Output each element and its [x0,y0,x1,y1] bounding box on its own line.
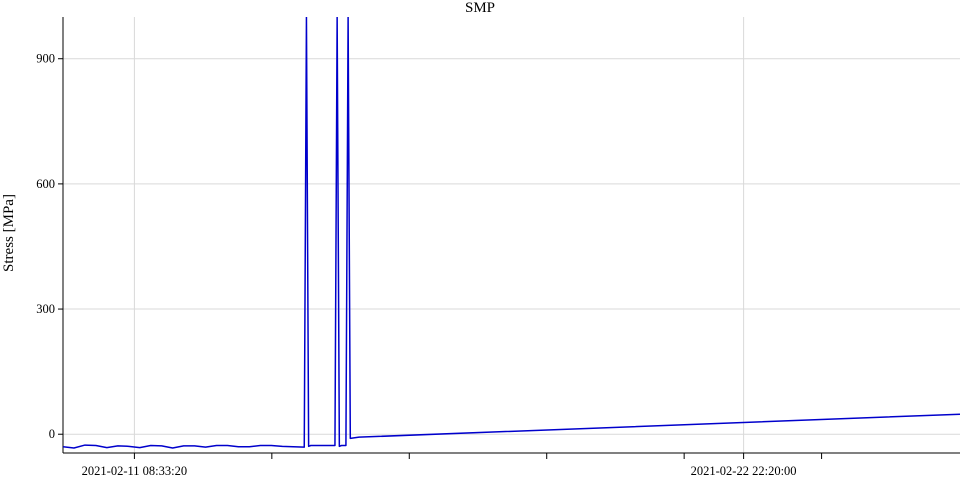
tick-labels: 0 300 600 900 2021-02-11 08:33:20 2021-02-22 … [36,52,796,478]
grid-lines [63,17,960,453]
chart-title: SMP [465,0,495,16]
y-tick-label: 900 [36,52,55,66]
series-line-0 [63,17,960,449]
y-tick-label: 600 [36,177,55,191]
y-axis-label: Stress [MPa] [1,194,17,272]
y-tick-label: 0 [49,427,55,441]
y-tick-label: 300 [36,302,55,316]
x-tick-label: 2021-02-11 08:33:20 [82,464,187,478]
axes [58,17,960,459]
x-tick-label: 2021-02-22 22:20:00 [691,464,797,478]
series-lines [63,17,960,449]
